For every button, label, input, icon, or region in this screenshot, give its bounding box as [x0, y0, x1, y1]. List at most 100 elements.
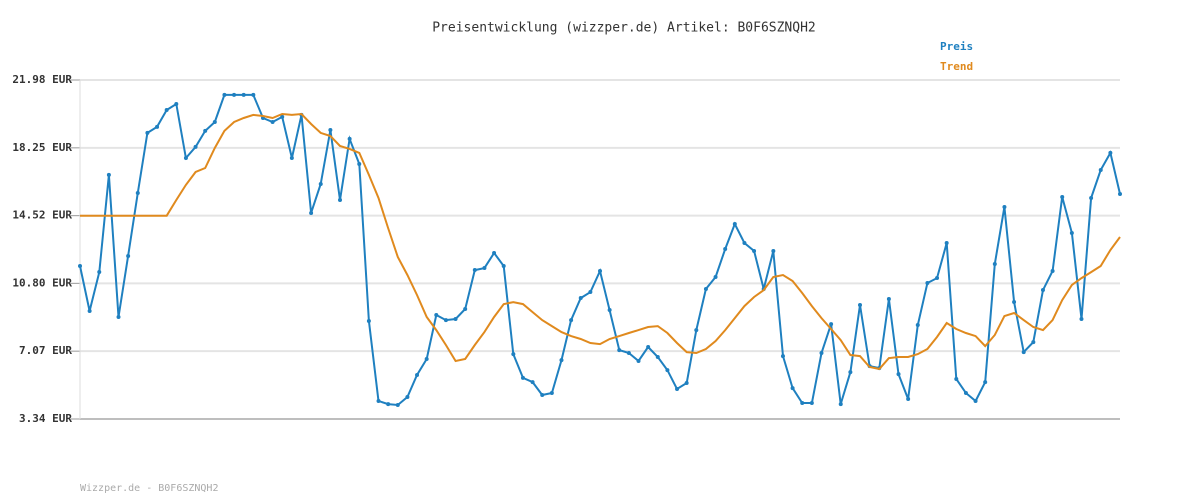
data-point — [906, 396, 911, 401]
data-point — [1050, 268, 1055, 273]
data-point — [742, 240, 747, 245]
chart-title: Preisentwicklung (wizzper.de) Artikel: B… — [432, 21, 816, 36]
data-point — [347, 136, 352, 141]
data-point — [838, 402, 843, 407]
data-point — [694, 328, 699, 333]
data-point — [626, 350, 631, 355]
data-point — [896, 372, 901, 377]
data-point — [963, 390, 968, 395]
data-point — [607, 308, 612, 313]
data-point — [636, 358, 641, 363]
data-point — [97, 270, 102, 275]
data-point — [646, 344, 651, 349]
y-tick-label: 3.34 EUR — [19, 412, 72, 425]
data-point — [280, 114, 285, 119]
data-point — [193, 144, 198, 149]
data-point — [492, 250, 497, 255]
data-point — [713, 274, 718, 279]
data-point — [954, 376, 959, 381]
data-point — [463, 306, 468, 311]
data-point — [771, 248, 776, 253]
data-point — [752, 248, 757, 253]
data-point — [395, 402, 400, 407]
legend-label: Trend — [940, 60, 973, 73]
data-point — [164, 108, 169, 113]
data-point — [405, 394, 410, 399]
data-point — [87, 308, 92, 313]
data-point — [1012, 300, 1017, 305]
data-point — [241, 92, 246, 97]
data-point — [973, 398, 978, 403]
data-point — [655, 354, 660, 359]
data-point — [1089, 196, 1094, 201]
data-point — [232, 92, 237, 97]
data-point — [1040, 288, 1045, 293]
data-point — [819, 350, 824, 355]
data-point — [501, 264, 506, 269]
data-point — [588, 290, 593, 295]
data-point — [1060, 194, 1065, 199]
data-point — [520, 375, 525, 380]
data-point — [135, 190, 140, 195]
data-point — [251, 92, 256, 97]
data-point — [1108, 150, 1113, 155]
data-point — [222, 92, 227, 97]
data-point — [1031, 340, 1036, 345]
data-point — [511, 352, 516, 357]
data-point — [983, 380, 988, 385]
data-point — [482, 266, 487, 271]
y-tick-label: 21.98 EUR — [12, 73, 72, 86]
data-point — [559, 358, 564, 363]
data-point — [106, 172, 111, 177]
y-tick-label: 14.52 EUR — [12, 209, 72, 222]
data-point — [289, 156, 294, 161]
data-point — [549, 390, 554, 395]
data-point — [540, 392, 545, 397]
data-point — [1079, 316, 1084, 321]
data-point — [116, 314, 121, 319]
data-point — [1069, 230, 1074, 235]
data-point — [386, 402, 391, 407]
data-point — [472, 268, 477, 273]
data-point — [424, 356, 429, 361]
data-point — [145, 130, 150, 135]
data-point — [848, 370, 853, 375]
data-point — [925, 280, 930, 285]
data-point — [809, 400, 814, 405]
data-point — [1002, 204, 1007, 209]
data-point — [703, 286, 708, 291]
data-point — [453, 316, 458, 321]
data-point — [578, 296, 583, 301]
data-point — [126, 254, 131, 259]
data-point — [338, 198, 342, 203]
data-point — [732, 222, 737, 227]
data-point — [155, 124, 160, 129]
data-point — [992, 262, 997, 267]
data-point — [1098, 168, 1103, 173]
data-point — [530, 380, 535, 385]
data-point — [684, 380, 689, 385]
data-point — [434, 312, 439, 317]
series-line — [80, 112, 1121, 371]
data-point — [944, 240, 949, 245]
data-point — [415, 372, 420, 377]
data-point — [665, 368, 670, 373]
data-point — [886, 296, 891, 301]
data-point — [443, 318, 448, 323]
data-point — [366, 318, 371, 323]
y-tick-label: 10.80 EUR — [12, 276, 72, 289]
data-point — [800, 400, 805, 405]
data-point — [328, 128, 333, 133]
y-tick-label: 18.25 EUR — [12, 141, 72, 154]
data-point — [270, 120, 275, 125]
data-point — [1021, 350, 1026, 355]
legend-label: Preis — [940, 40, 973, 53]
data-point — [203, 128, 208, 133]
data-point — [318, 182, 323, 187]
data-point — [376, 398, 381, 403]
data-point — [309, 210, 314, 215]
data-point — [569, 318, 574, 323]
data-point — [790, 386, 795, 391]
